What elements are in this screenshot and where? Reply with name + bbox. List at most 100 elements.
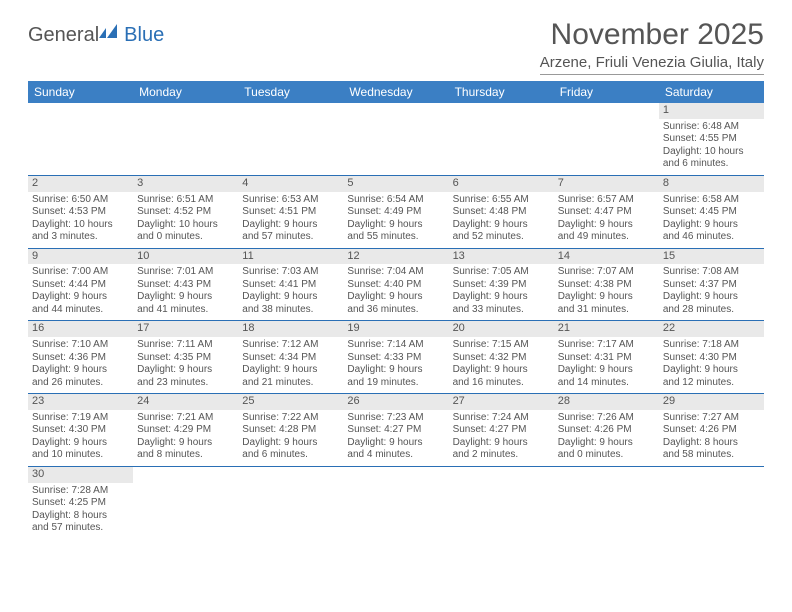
day-detail: Daylight: 10 hours — [137, 219, 234, 232]
calendar-day: 10Sunrise: 7:01 AMSunset: 4:43 PMDayligh… — [133, 248, 238, 321]
day-number: 14 — [554, 249, 659, 265]
day-detail: Sunrise: 7:22 AM — [242, 412, 339, 425]
day-detail: Sunset: 4:55 PM — [663, 133, 760, 146]
day-detail: and 57 minutes. — [242, 231, 339, 244]
calendar-day: 17Sunrise: 7:11 AMSunset: 4:35 PMDayligh… — [133, 321, 238, 394]
day-detail: Sunset: 4:26 PM — [558, 424, 655, 437]
day-detail: and 41 minutes. — [137, 304, 234, 317]
day-detail: Sunset: 4:49 PM — [347, 206, 444, 219]
day-number: 13 — [449, 249, 554, 265]
day-detail: Sunset: 4:53 PM — [32, 206, 129, 219]
day-detail: and 14 minutes. — [558, 377, 655, 390]
calendar-empty — [343, 103, 448, 175]
day-detail: Sunrise: 7:04 AM — [347, 266, 444, 279]
month-title: November 2025 — [540, 18, 764, 52]
day-detail: Daylight: 8 hours — [663, 437, 760, 450]
day-detail: and 38 minutes. — [242, 304, 339, 317]
day-number: 22 — [659, 321, 764, 337]
day-detail: Daylight: 9 hours — [347, 437, 444, 450]
calendar-day: 20Sunrise: 7:15 AMSunset: 4:32 PMDayligh… — [449, 321, 554, 394]
day-detail: Sunset: 4:44 PM — [32, 279, 129, 292]
calendar-day: 12Sunrise: 7:04 AMSunset: 4:40 PMDayligh… — [343, 248, 448, 321]
day-number: 21 — [554, 321, 659, 337]
day-number: 17 — [133, 321, 238, 337]
day-header: Wednesday — [343, 81, 448, 103]
day-number: 28 — [554, 394, 659, 410]
day-detail: Daylight: 9 hours — [663, 219, 760, 232]
day-detail: and 8 minutes. — [137, 449, 234, 462]
day-number: 3 — [133, 176, 238, 192]
day-detail: Sunrise: 7:00 AM — [32, 266, 129, 279]
day-detail: Sunset: 4:32 PM — [453, 352, 550, 365]
day-detail: Daylight: 8 hours — [32, 510, 129, 523]
day-detail: and 52 minutes. — [453, 231, 550, 244]
calendar-day: 24Sunrise: 7:21 AMSunset: 4:29 PMDayligh… — [133, 394, 238, 467]
day-number: 2 — [28, 176, 133, 192]
calendar-day: 21Sunrise: 7:17 AMSunset: 4:31 PMDayligh… — [554, 321, 659, 394]
day-detail: Sunset: 4:43 PM — [137, 279, 234, 292]
day-detail: and 0 minutes. — [137, 231, 234, 244]
day-detail: Sunset: 4:29 PM — [137, 424, 234, 437]
day-header-row: SundayMondayTuesdayWednesdayThursdayFrid… — [28, 81, 764, 103]
day-detail: Daylight: 10 hours — [663, 146, 760, 159]
day-detail: Sunset: 4:51 PM — [242, 206, 339, 219]
day-detail: Sunset: 4:27 PM — [453, 424, 550, 437]
day-detail: and 23 minutes. — [137, 377, 234, 390]
day-detail: and 26 minutes. — [32, 377, 129, 390]
day-detail: Daylight: 9 hours — [558, 219, 655, 232]
day-detail: Sunrise: 7:11 AM — [137, 339, 234, 352]
day-detail: Daylight: 9 hours — [137, 291, 234, 304]
day-number: 27 — [449, 394, 554, 410]
calendar-week: 30Sunrise: 7:28 AMSunset: 4:25 PMDayligh… — [28, 466, 764, 538]
day-detail: Sunrise: 6:53 AM — [242, 194, 339, 207]
calendar-table: SundayMondayTuesdayWednesdayThursdayFrid… — [28, 81, 764, 539]
calendar-day: 3Sunrise: 6:51 AMSunset: 4:52 PMDaylight… — [133, 175, 238, 248]
calendar-day: 2Sunrise: 6:50 AMSunset: 4:53 PMDaylight… — [28, 175, 133, 248]
calendar-week: 23Sunrise: 7:19 AMSunset: 4:30 PMDayligh… — [28, 394, 764, 467]
calendar-week: 1Sunrise: 6:48 AMSunset: 4:55 PMDaylight… — [28, 103, 764, 175]
day-detail: and 31 minutes. — [558, 304, 655, 317]
day-detail: and 2 minutes. — [453, 449, 550, 462]
day-detail: Sunset: 4:26 PM — [663, 424, 760, 437]
calendar-day: 6Sunrise: 6:55 AMSunset: 4:48 PMDaylight… — [449, 175, 554, 248]
day-detail: Sunset: 4:40 PM — [347, 279, 444, 292]
day-detail: Sunrise: 7:18 AM — [663, 339, 760, 352]
day-detail: Daylight: 9 hours — [347, 364, 444, 377]
calendar-day: 27Sunrise: 7:24 AMSunset: 4:27 PMDayligh… — [449, 394, 554, 467]
day-number: 5 — [343, 176, 448, 192]
day-number: 25 — [238, 394, 343, 410]
day-detail: and 44 minutes. — [32, 304, 129, 317]
calendar-day: 8Sunrise: 6:58 AMSunset: 4:45 PMDaylight… — [659, 175, 764, 248]
day-detail: and 0 minutes. — [558, 449, 655, 462]
day-number: 8 — [659, 176, 764, 192]
day-detail: Sunrise: 7:05 AM — [453, 266, 550, 279]
brand-general: General — [28, 24, 99, 47]
calendar-day: 22Sunrise: 7:18 AMSunset: 4:30 PMDayligh… — [659, 321, 764, 394]
day-detail: and 55 minutes. — [347, 231, 444, 244]
calendar-day: 5Sunrise: 6:54 AMSunset: 4:49 PMDaylight… — [343, 175, 448, 248]
location-text: Arzene, Friuli Venezia Giulia, Italy — [540, 54, 764, 75]
day-detail: Sunrise: 6:58 AM — [663, 194, 760, 207]
day-detail: Sunrise: 7:10 AM — [32, 339, 129, 352]
day-number: 19 — [343, 321, 448, 337]
day-detail: and 4 minutes. — [347, 449, 444, 462]
day-detail: Sunrise: 7:27 AM — [663, 412, 760, 425]
calendar-day: 19Sunrise: 7:14 AMSunset: 4:33 PMDayligh… — [343, 321, 448, 394]
calendar-page: General Blue November 2025 Arzene, Friul… — [0, 0, 792, 557]
day-number: 10 — [133, 249, 238, 265]
day-detail: Sunset: 4:28 PM — [242, 424, 339, 437]
day-detail: Sunset: 4:30 PM — [32, 424, 129, 437]
day-detail: Daylight: 9 hours — [137, 364, 234, 377]
day-detail: Sunrise: 6:57 AM — [558, 194, 655, 207]
calendar-day: 16Sunrise: 7:10 AMSunset: 4:36 PMDayligh… — [28, 321, 133, 394]
calendar-empty — [554, 466, 659, 538]
day-detail: Daylight: 9 hours — [32, 437, 129, 450]
calendar-head: SundayMondayTuesdayWednesdayThursdayFrid… — [28, 81, 764, 103]
calendar-day: 14Sunrise: 7:07 AMSunset: 4:38 PMDayligh… — [554, 248, 659, 321]
day-detail: Daylight: 9 hours — [242, 291, 339, 304]
day-detail: Sunrise: 7:28 AM — [32, 485, 129, 498]
calendar-empty — [133, 466, 238, 538]
brand-blue: Blue — [124, 24, 164, 47]
calendar-empty — [343, 466, 448, 538]
day-detail: Sunrise: 6:55 AM — [453, 194, 550, 207]
